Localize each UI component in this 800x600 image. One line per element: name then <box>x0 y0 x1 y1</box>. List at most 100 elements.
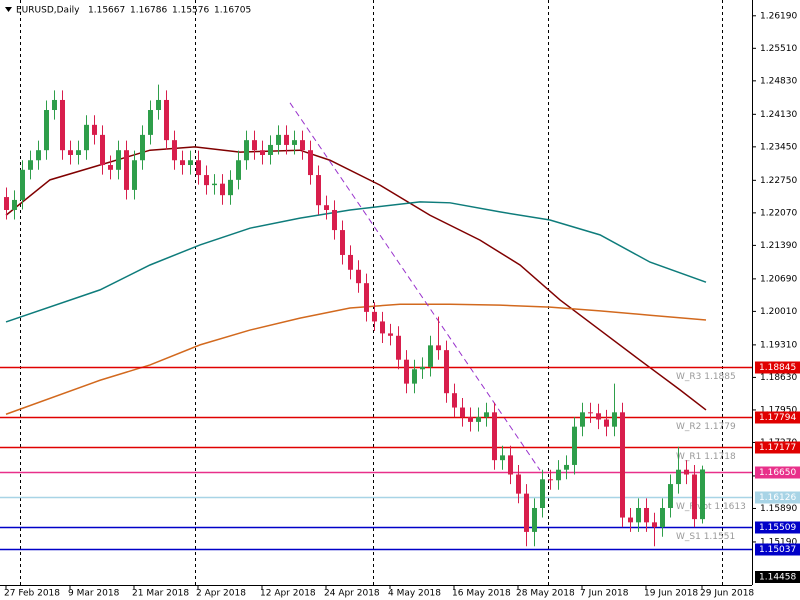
price-box-label: 1.17794 <box>759 413 796 423</box>
candle-body <box>44 110 49 151</box>
candle-body <box>84 124 89 151</box>
price-box-label: 1.16126 <box>759 493 796 503</box>
candle-body <box>572 426 577 465</box>
price-box <box>755 571 800 583</box>
candle-body <box>540 479 545 508</box>
x-tick-label: 24 Apr 2018 <box>324 589 380 599</box>
candle-body <box>212 183 217 186</box>
y-tick-label: 1.20010 <box>760 307 797 317</box>
x-tick-label: 27 Feb 2018 <box>4 589 60 599</box>
ohlc-header: 1.15667 1.16786 1.15576 1.16705 <box>88 6 251 16</box>
candle-body <box>108 165 113 170</box>
price-box-label: 1.15037 <box>759 545 796 555</box>
price-box <box>755 361 800 374</box>
candle-body <box>380 321 385 334</box>
moving-average <box>5 201 707 323</box>
candle-body <box>4 197 9 210</box>
x-tick-label: 2 Apr 2018 <box>196 589 246 599</box>
y-tick-label: 1.24830 <box>760 76 797 86</box>
candle-body <box>420 366 425 370</box>
candle-body <box>172 140 177 161</box>
candle-body <box>492 412 497 461</box>
price-box <box>755 521 800 534</box>
y-tick-label: 1.24130 <box>760 110 797 120</box>
candle-body <box>148 110 153 135</box>
y-tick-label: 1.15190 <box>760 537 797 547</box>
candle-body <box>60 99 65 151</box>
ohlc-value: 1.16705 <box>214 6 251 16</box>
candle-body <box>364 283 369 312</box>
candle-body <box>356 269 361 284</box>
candle-body <box>604 419 609 427</box>
candle-body <box>100 134 105 166</box>
candle-body <box>396 335 401 360</box>
candle-body <box>236 160 241 180</box>
candle-body <box>516 474 521 494</box>
menu-icon[interactable] <box>5 7 12 12</box>
candle-body <box>452 393 457 408</box>
candle-body <box>404 359 409 384</box>
y-tick-label: 1.15890 <box>760 504 797 514</box>
candle-body <box>628 517 633 523</box>
candle-body <box>252 140 257 151</box>
ohlc-value: 1.15576 <box>172 6 209 16</box>
y-tick-label: 1.23450 <box>760 142 797 152</box>
candle-body <box>668 484 673 508</box>
candle-body <box>156 99 161 111</box>
candle-body <box>532 507 537 532</box>
candle-body <box>76 150 81 155</box>
level-label: W_Pivot 1.1613 <box>676 502 746 512</box>
x-tick-label: 12 Apr 2018 <box>260 589 316 599</box>
price-box-label: 1.14458 <box>759 573 796 583</box>
candle-body <box>636 507 641 523</box>
candle-body <box>164 99 169 141</box>
candle-body <box>300 140 305 151</box>
candle-body <box>684 469 689 475</box>
level-label: W_R1 1.1718 <box>676 452 736 462</box>
candle-body <box>308 150 313 176</box>
y-tick-label: 1.25510 <box>760 44 797 54</box>
candle-body <box>580 412 585 427</box>
candle-body <box>388 333 393 336</box>
candle-body <box>524 493 529 532</box>
candle-body <box>124 150 129 190</box>
candle-body <box>332 209 337 231</box>
moving-average <box>5 146 707 411</box>
x-tick-label: 9 Mar 2018 <box>68 589 120 599</box>
candle-body <box>268 144 273 155</box>
symbol: EURUSD,Daily <box>16 6 80 16</box>
y-tick-label: 1.17950 <box>760 405 797 415</box>
candle-body <box>316 175 321 206</box>
candle-body <box>36 150 41 161</box>
ohlc-value: 1.15667 <box>88 6 125 16</box>
x-tick-label: 19 Jun 2018 <box>644 589 698 599</box>
level-label: W_S1 1.1551 <box>676 532 735 542</box>
candle-body <box>444 350 449 394</box>
x-tick-label: 16 May 2018 <box>452 589 511 599</box>
candle-body <box>676 469 681 485</box>
y-tick-label: 1.22070 <box>760 208 797 218</box>
candle-body <box>116 150 121 170</box>
candle-body <box>20 169 25 200</box>
price-box <box>755 466 800 479</box>
candle-body <box>220 183 225 196</box>
candle-body <box>644 507 649 523</box>
candle-body <box>596 413 601 420</box>
x-tick-label: 28 May 2018 <box>516 589 575 599</box>
candle-body <box>460 407 465 418</box>
candle-body <box>204 175 209 186</box>
y-tick-label: 1.19310 <box>760 340 797 350</box>
candle-body <box>324 205 329 210</box>
candle-body <box>348 254 353 270</box>
level-label: W_R3 1.1885 <box>676 372 736 382</box>
candle-body <box>700 469 705 520</box>
candle-body <box>228 179 233 196</box>
x-tick-label: 4 May 2018 <box>388 589 441 599</box>
price-box <box>755 491 800 504</box>
candle-body <box>412 369 417 384</box>
candle-body <box>476 417 481 422</box>
trendline <box>289 102 541 471</box>
candle-body <box>52 99 57 111</box>
